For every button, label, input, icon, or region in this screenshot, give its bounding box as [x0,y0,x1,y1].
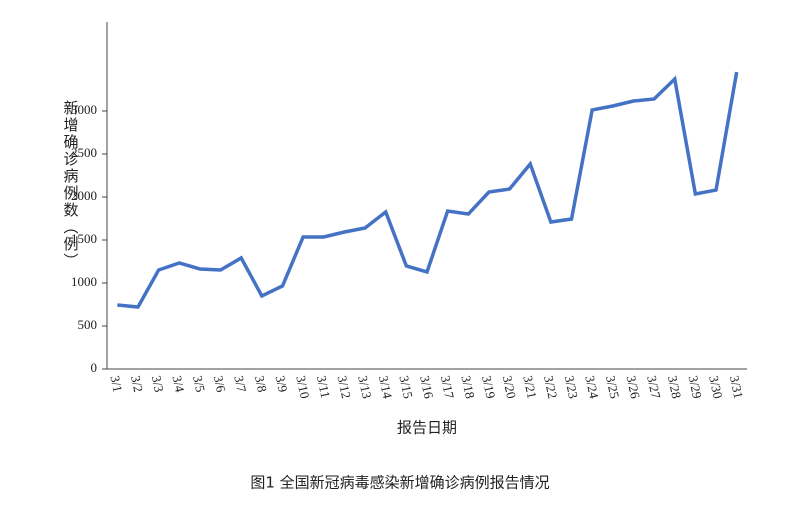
x-tick-label: 3/22 [541,374,560,400]
x-tick-label: 3/3 [149,374,167,393]
x-tick-label: 3/18 [458,374,477,400]
y-tick-label: 1500 [71,231,97,246]
x-tick-label: 3/5 [190,374,208,393]
y-tick-label: 1000 [71,274,97,289]
y-tick-label: 3000 [71,102,97,117]
x-tick-label: 3/26 [624,374,644,400]
x-axis-label: 报告日期 [397,419,457,437]
y-tick-label: 2500 [71,145,97,160]
x-tick-label: 3/11 [314,374,333,399]
x-tick-label: 3/4 [169,374,187,394]
y-tick-label: 2000 [71,188,97,203]
x-tick-label: 3/20 [500,374,519,400]
x-tick-label: 3/29 [686,374,705,400]
x-tick-label: 3/23 [562,374,581,400]
x-tick-label: 3/15 [397,374,416,400]
x-tick-label: 3/25 [603,374,622,400]
x-tick-label: 3/7 [231,374,249,394]
x-tick-label: 3/30 [706,374,725,400]
x-tick-label: 3/2 [128,374,146,393]
x-tick-label: 3/13 [355,374,374,400]
x-tick-label: 3/14 [376,374,396,400]
x-tick-label: 3/17 [438,374,458,400]
x-tick-label: 3/24 [582,374,602,400]
x-tick-label: 3/27 [644,374,664,400]
y-tick-label: 500 [78,317,98,332]
caption: 图1 全国新冠病毒感染新增确诊病例报告情况 [250,474,549,492]
line-series [117,71,739,309]
y-axis-label: 新增确诊病例数（例） [62,100,80,270]
x-tick-label: 3/21 [520,374,539,400]
x-tick-label: 3/6 [211,374,229,394]
x-tick-label: 3/8 [252,374,270,393]
x-tick-label: 3/10 [293,374,312,400]
x-tick-label: 3/28 [665,374,684,400]
x-tick-label: 3/16 [417,374,437,400]
x-tick-label: 3/31 [727,374,746,400]
x-tick-label: 3/12 [335,374,354,400]
x-tick-label: 3/1 [107,374,125,393]
x-tick-label: 3/9 [273,374,291,393]
y-tick-label: 0 [91,360,98,375]
x-tick-label: 3/19 [479,374,498,400]
